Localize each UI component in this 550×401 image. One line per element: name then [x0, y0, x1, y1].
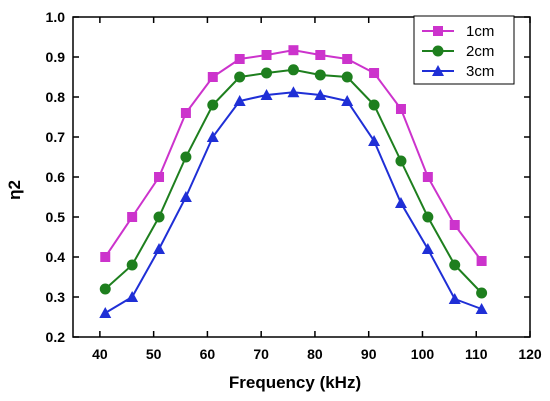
- legend-label: 3cm: [466, 63, 494, 80]
- data-point: [476, 287, 488, 299]
- x-tick-label: 60: [200, 346, 216, 362]
- data-point: [126, 291, 139, 302]
- x-tick-label: 100: [411, 346, 435, 362]
- series-3cm: [99, 86, 488, 318]
- data-point: [422, 172, 433, 182]
- legend-item: 1cm: [422, 23, 494, 40]
- data-point: [261, 67, 273, 79]
- data-point: [287, 64, 299, 76]
- x-axis-ticks: 40 50 60 70 80 90 100 110 120: [92, 17, 542, 362]
- y-tick-label: 0.5: [46, 209, 66, 225]
- data-point: [154, 172, 165, 182]
- data-point: [261, 50, 272, 60]
- data-point: [100, 252, 111, 262]
- data-point: [341, 71, 353, 83]
- data-point: [449, 259, 461, 271]
- data-point: [314, 69, 326, 81]
- series-1cm: [100, 45, 487, 266]
- data-point: [476, 256, 487, 266]
- y-tick-label: 1.0: [46, 9, 66, 25]
- series-layer: [99, 45, 488, 318]
- data-point: [475, 303, 488, 314]
- x-tick-label: 80: [307, 346, 323, 362]
- legend-marker: [432, 45, 444, 57]
- y-tick-label: 0.6: [46, 169, 66, 185]
- x-axis-title: Frequency (kHz): [229, 373, 361, 392]
- legend-label: 2cm: [466, 43, 494, 60]
- y-tick-label: 0.7: [46, 129, 66, 145]
- x-tick-label: 50: [146, 346, 162, 362]
- data-point: [342, 54, 353, 64]
- legend-label: 1cm: [466, 23, 494, 40]
- data-point: [153, 211, 165, 223]
- data-point: [341, 95, 354, 106]
- data-point: [179, 191, 192, 202]
- y-tick-label: 0.2: [46, 329, 66, 345]
- data-point: [260, 89, 273, 100]
- data-point: [207, 72, 218, 82]
- x-tick-label: 120: [518, 346, 542, 362]
- data-point: [368, 135, 381, 146]
- legend: 1cm 2cm 3cm: [413, 15, 515, 85]
- data-point: [422, 211, 434, 223]
- data-point: [234, 71, 246, 83]
- data-point: [99, 307, 112, 318]
- data-point: [395, 155, 407, 167]
- data-point: [180, 151, 192, 163]
- data-point: [314, 89, 327, 100]
- data-point: [234, 54, 245, 64]
- data-point: [395, 104, 406, 114]
- x-tick-label: 40: [92, 346, 108, 362]
- data-point: [180, 108, 191, 118]
- data-point: [448, 293, 461, 304]
- y-axis-title: η2: [5, 180, 24, 200]
- legend-item: 2cm: [422, 43, 494, 60]
- data-point: [368, 99, 380, 111]
- data-point: [369, 68, 380, 78]
- x-tick-label: 70: [253, 346, 269, 362]
- data-point: [207, 99, 219, 111]
- series-line: [104, 91, 482, 314]
- data-point: [153, 243, 166, 254]
- data-point: [315, 50, 326, 60]
- data-point: [449, 220, 460, 230]
- legend-item: 3cm: [422, 63, 494, 80]
- legend-marker: [433, 26, 443, 36]
- data-point: [394, 197, 407, 208]
- data-point: [287, 86, 300, 98]
- data-point: [127, 212, 138, 222]
- data-point: [288, 45, 299, 56]
- y-tick-label: 0.3: [46, 289, 66, 305]
- y-axis-ticks: 0.2 0.3 0.4 0.5 0.6 0.7 0.8 0.9 1.0: [46, 9, 530, 345]
- data-point: [126, 259, 138, 271]
- data-point: [421, 243, 434, 254]
- x-tick-label: 90: [361, 346, 377, 362]
- data-point: [99, 283, 111, 295]
- series-2cm: [99, 64, 488, 299]
- y-tick-label: 0.9: [46, 49, 66, 65]
- data-point: [206, 131, 219, 142]
- x-tick-label: 110: [465, 346, 488, 362]
- legend-marker: [432, 65, 444, 76]
- y-tick-label: 0.4: [46, 249, 66, 265]
- y-tick-label: 0.8: [46, 89, 66, 105]
- data-point: [233, 95, 246, 106]
